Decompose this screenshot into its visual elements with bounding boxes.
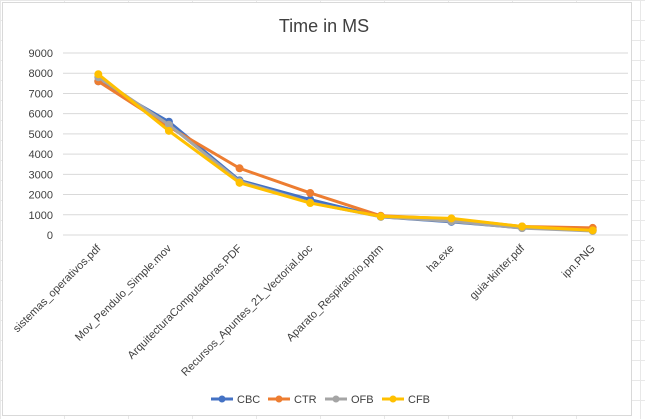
data-point[interactable] bbox=[94, 70, 103, 79]
legend-marker bbox=[332, 395, 340, 403]
series-line[interactable] bbox=[97, 80, 593, 230]
data-point[interactable] bbox=[235, 164, 244, 173]
y-tick-label: 2000 bbox=[29, 190, 53, 202]
x-tick-label: ipn.PNG bbox=[560, 243, 598, 281]
series-line[interactable] bbox=[97, 73, 593, 232]
legend-marker bbox=[389, 395, 397, 403]
chart-title: Time in MS bbox=[279, 16, 369, 36]
legend-item-ctr[interactable]: CTR bbox=[268, 394, 317, 406]
y-tick-label: 1000 bbox=[29, 210, 53, 222]
y-axis-ticks: 0 1000 2000 3000 4000 5000 6000 7000 8000 9000 bbox=[29, 48, 53, 242]
x-tick-label: ArquitecturaComputadoras.PDF bbox=[126, 242, 245, 361]
data-point[interactable] bbox=[376, 212, 385, 221]
series-line[interactable] bbox=[97, 80, 593, 232]
y-tick-label: 7000 bbox=[29, 88, 53, 100]
legend-item-cbc[interactable]: CBC bbox=[211, 394, 260, 406]
x-tick-label: guia-tkinter.pdf bbox=[468, 242, 528, 302]
y-tick-label: 0 bbox=[47, 230, 53, 242]
x-tick-label: ha.exe bbox=[425, 243, 457, 275]
legend[interactable]: CBC CTR OFB CFB bbox=[211, 394, 430, 406]
data-point[interactable] bbox=[164, 126, 173, 135]
data-point[interactable] bbox=[588, 226, 597, 235]
x-axis-ticks: sistemas_operativos.pdfMov_Pendulo_Simpl… bbox=[11, 242, 598, 379]
legend-label: CFB bbox=[408, 394, 430, 406]
legend-marker bbox=[218, 395, 226, 403]
y-tick-label: 3000 bbox=[29, 169, 53, 181]
gridlines bbox=[63, 52, 628, 236]
y-tick-label: 8000 bbox=[29, 68, 53, 80]
y-tick-label: 6000 bbox=[29, 109, 53, 121]
data-point[interactable] bbox=[518, 222, 527, 231]
y-tick-label: 4000 bbox=[29, 149, 53, 161]
series-lines bbox=[94, 70, 597, 235]
legend-label: CTR bbox=[294, 394, 317, 406]
data-point[interactable] bbox=[306, 199, 315, 208]
y-tick-label: 5000 bbox=[29, 129, 53, 141]
x-tick-label: Recursos_Apuntes_21_Vectorial.doc bbox=[179, 242, 315, 378]
legend-marker bbox=[275, 395, 283, 403]
legend-item-ofb[interactable]: OFB bbox=[325, 394, 374, 406]
line-chart: Time in MS 0 1000 2000 3000 4000 5000 6000 7000… bbox=[11, 16, 628, 406]
legend-label: CBC bbox=[237, 394, 260, 406]
legend-item-cfb[interactable]: CFB bbox=[382, 394, 430, 406]
y-tick-label: 9000 bbox=[29, 48, 53, 60]
data-point[interactable] bbox=[447, 214, 456, 223]
data-point[interactable] bbox=[306, 188, 315, 197]
series-cfb[interactable] bbox=[94, 70, 597, 235]
chart-area[interactable]: Time in MS 0 1000 2000 3000 4000 5000 6000 7000… bbox=[2, 2, 632, 416]
data-point[interactable] bbox=[235, 178, 244, 187]
legend-label: OFB bbox=[351, 394, 374, 406]
